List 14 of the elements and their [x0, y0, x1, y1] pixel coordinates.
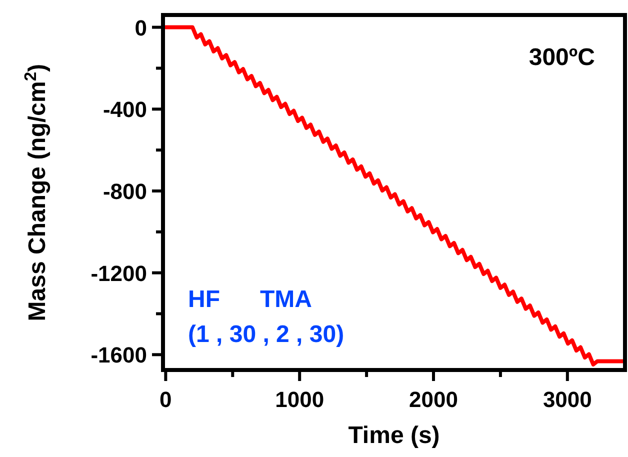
x-tick-label: 0 [160, 387, 172, 412]
y-tick-label: 0 [134, 15, 147, 40]
annotation: HF TMA [188, 286, 312, 313]
y-tick-label: -1600 [90, 342, 147, 368]
line-series [164, 25, 624, 366]
annotation: (1 , 30 , 2 , 30) [188, 321, 344, 348]
annotation: 300ºC [528, 44, 595, 71]
x-tick-label: 2000 [409, 387, 458, 412]
y-tick-label: -400 [102, 97, 147, 122]
x-tick-label: 3000 [542, 387, 592, 412]
x-tick-label: 1000 [275, 387, 324, 412]
y-tick-label: -800 [102, 178, 147, 204]
y-tick-label: -1200 [90, 260, 147, 286]
x-axis-title: Time (s) [348, 422, 440, 449]
